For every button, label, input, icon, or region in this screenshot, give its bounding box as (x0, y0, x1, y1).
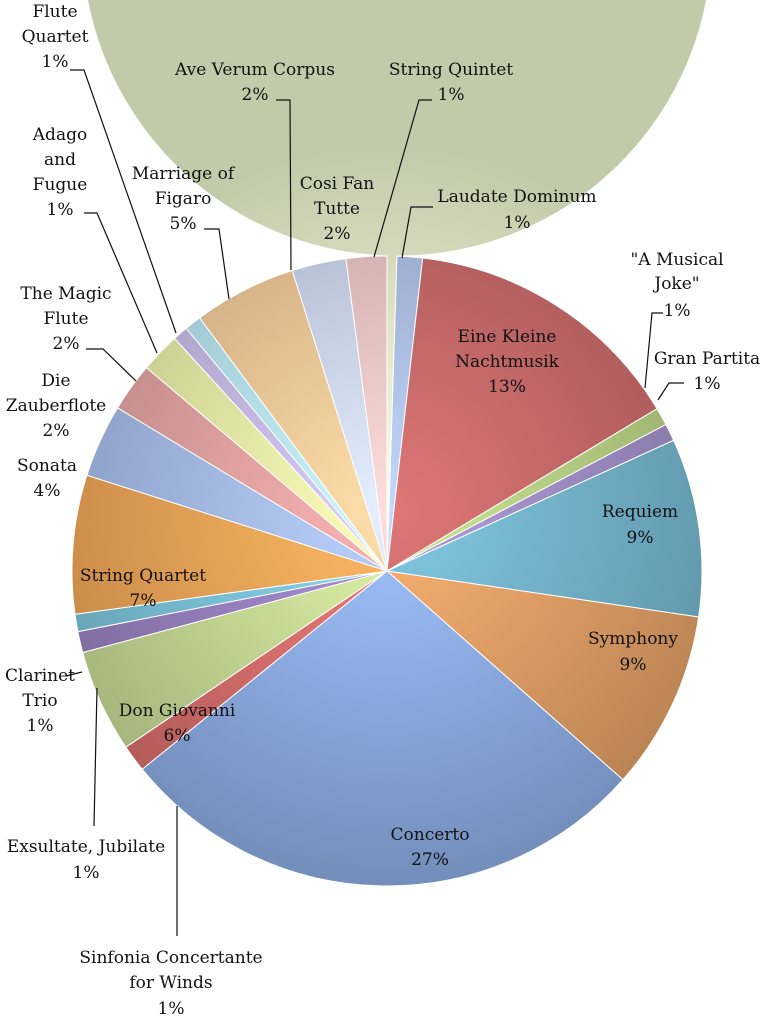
data-label-name-adago-and-fugue: and (44, 150, 76, 170)
data-label-name-ave-verum-corpus: Ave Verum Corpus (174, 60, 335, 80)
data-label-name-eine-kleine-nachtmusik: Nachtmusik (455, 352, 560, 372)
data-label-value-sinfonia-concertante-for-winds: 1% (158, 999, 185, 1019)
pie-slice-eine-kleine-nachtmusik (386, 257, 658, 572)
data-label-name-sonata: Sonata (17, 456, 77, 476)
data-label-name-concerto: Concerto (391, 825, 470, 845)
leader-line-marriage-of-figaro (204, 228, 230, 300)
data-label-name-symphony: Symphony (588, 629, 678, 649)
leader-line-string-quintet (373, 99, 432, 258)
data-label-name-adago-and-fugue: Adago (32, 125, 87, 145)
pie-slice-string-quintet (87, 0, 707, 572)
leader-line-ave-verum-corpus (276, 99, 292, 271)
data-label-name-clarinet-trio: Trio (22, 691, 57, 711)
data-label-value-clarinet-trio: 1% (27, 716, 54, 736)
data-label-name-sinfonia-concertante-for-winds: for Winds (129, 973, 212, 993)
data-label-value-symphony: 9% (620, 655, 647, 675)
data-label-value-concerto: 27% (411, 850, 449, 870)
pie-slice-string-quartet (71, 474, 388, 615)
data-label-value-ave-verum-corpus: 2% (242, 85, 269, 105)
data-label-name-flute-quartet: Quartet (22, 27, 89, 47)
leader-line-exsultate-jubilate (93, 687, 98, 827)
data-label-name-die-zauberflote: Zauberflote (6, 396, 106, 416)
data-label-value-don-giovanni: 6% (164, 726, 191, 746)
data-label-value-exsultate-jubilate: 1% (73, 863, 100, 883)
leader-line-gran-partita (657, 382, 684, 401)
data-label-name-laudate-dominum: Laudate Dominum (437, 187, 596, 207)
pie-slice-concerto (141, 570, 624, 887)
data-label-value-the-magic-flute: 2% (53, 334, 80, 354)
data-label-name-gran-partita: Gran Partita (654, 349, 760, 369)
pie-slice-symphony (385, 570, 700, 781)
data-label-name-string-quintet: String Quintet (389, 60, 513, 80)
leader-line-the-magic-flute (86, 348, 137, 382)
data-label-name-eine-kleine-nachtmusik: Eine Kleine (458, 327, 557, 347)
data-label-value-a-musical-joke: 1% (664, 301, 691, 321)
data-label-value-string-quartet: 7% (130, 591, 157, 611)
data-label-value-eine-kleine-nachtmusik: 13% (488, 377, 526, 397)
data-label-value-cosi-fan-tutte: 2% (324, 224, 351, 244)
data-label-value-sonata: 4% (34, 481, 61, 501)
data-label-name-the-magic-flute: Flute (43, 309, 88, 329)
data-label-name-a-musical-joke: "A Musical (630, 250, 723, 270)
data-label-name-cosi-fan-tutte: Cosi Fan (300, 174, 375, 194)
data-label-value-string-quintet: 1% (438, 85, 465, 105)
pie-slice-requiem (385, 439, 703, 618)
leader-line-a-musical-joke (644, 312, 663, 389)
data-label-name-sinfonia-concertante-for-winds: Sinfonia Concertante (79, 948, 262, 968)
data-label-name-marriage-of-figaro: Figaro (155, 189, 212, 209)
data-label-value-laudate-dominum: 1% (504, 213, 531, 233)
leader-line-clarinet-trio (65, 671, 83, 677)
data-label-value-requiem: 9% (627, 528, 654, 548)
leader-line-adago-and-fugue (84, 212, 158, 354)
data-label-name-marriage-of-figaro: Marriage of (132, 164, 236, 184)
leader-line-flute-quartet (70, 69, 177, 334)
data-label-value-die-zauberflote: 2% (43, 421, 70, 441)
data-label-name-cosi-fan-tutte: Tutte (314, 199, 360, 219)
data-label-name-a-musical-joke: Joke" (652, 274, 699, 294)
data-label-value-flute-quartet: 1% (42, 52, 69, 72)
data-label-value-marriage-of-figaro: 5% (170, 214, 197, 234)
data-label-name-clarinet-trio: Clarinet (5, 666, 75, 686)
leader-line-laudate-dominum (401, 206, 433, 259)
data-label-name-string-quartet: String Quartet (80, 566, 206, 586)
data-label-name-flute-quartet: Flute (32, 2, 77, 22)
data-label-value-gran-partita: 1% (694, 374, 721, 394)
data-label-name-don-giovanni: Don Giovanni (119, 701, 236, 721)
data-label-name-exsultate-jubilate: Exsultate, Jubilate (7, 837, 165, 857)
data-label-name-the-magic-flute: The Magic (20, 284, 111, 304)
data-label-name-die-zauberflote: Die (41, 371, 70, 391)
data-label-name-requiem: Requiem (602, 502, 678, 522)
data-label-name-adago-and-fugue: Fugue (33, 175, 88, 195)
data-label-value-adago-and-fugue: 1% (47, 200, 74, 220)
